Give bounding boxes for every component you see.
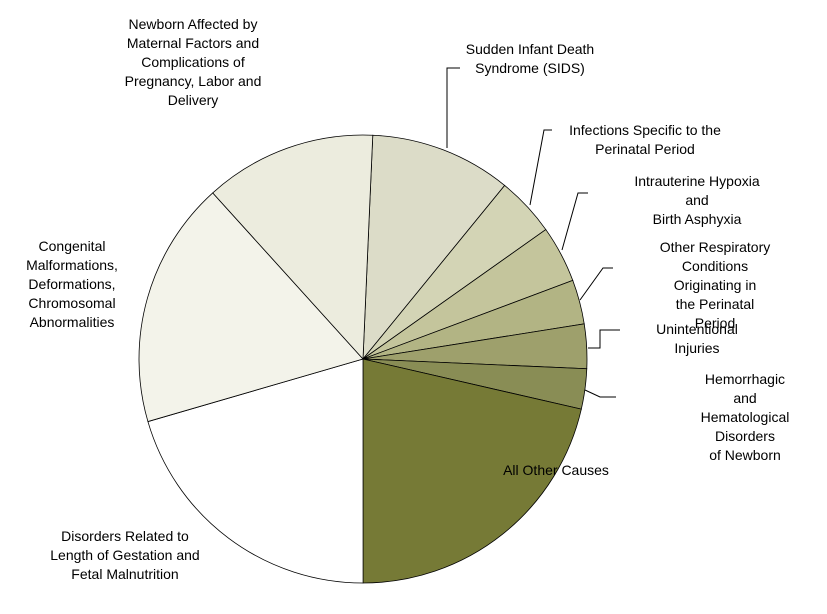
slice xyxy=(212,134,374,360)
leader-line xyxy=(579,267,613,301)
slice xyxy=(362,358,582,584)
leader-line xyxy=(529,129,552,206)
leader-line xyxy=(446,67,460,148)
slice-label: All Other Causes xyxy=(503,462,609,478)
slices xyxy=(138,134,588,584)
slice-label: Intrauterine Hypoxia and Birth Asphyxia xyxy=(634,173,760,227)
slice xyxy=(138,192,364,423)
slice-label: Congenital Malformations, Deformations, … xyxy=(26,238,118,330)
leader-line xyxy=(584,389,616,398)
slice-label: Sudden Infant Death Syndrome (SIDS) xyxy=(465,41,595,76)
slice-label: Unintentional Injuries xyxy=(656,321,738,356)
slice xyxy=(147,358,364,584)
slice-label: Other Respiratory Conditions Originating… xyxy=(659,239,771,331)
leader-line xyxy=(561,192,588,251)
slice-label: Newborn Affected by Maternal Factors and… xyxy=(124,16,262,108)
slice-label: Hemorrhagic and Hematological Disorders … xyxy=(700,371,790,463)
leader-line xyxy=(588,329,620,349)
slice-label: Disorders Related to Length of Gestation… xyxy=(50,528,200,582)
slice-label: Infections Specific to the Perinatal Per… xyxy=(569,122,721,157)
slice xyxy=(362,134,506,361)
